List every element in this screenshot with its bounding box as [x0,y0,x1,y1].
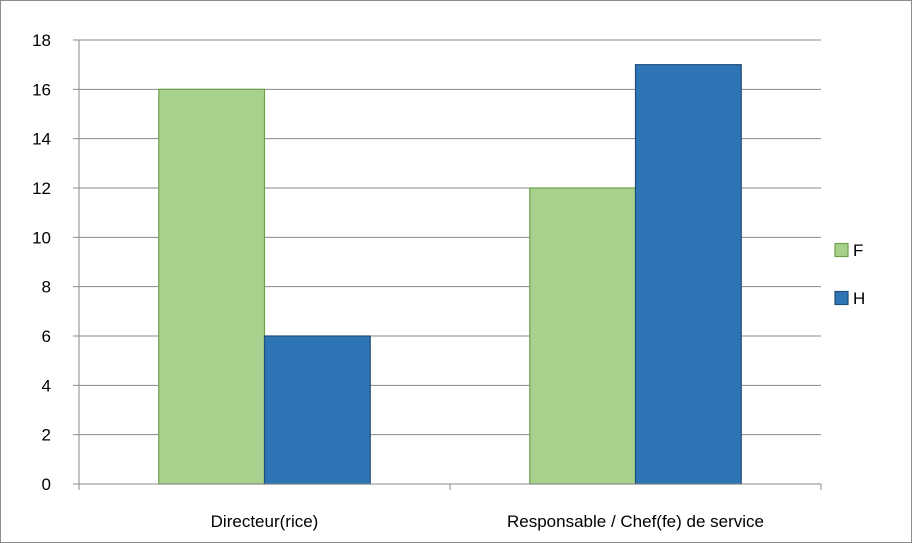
legend-item-h: H [834,289,865,308]
bar-f-1 [529,187,637,485]
y-tick-label: 10 [32,228,51,247]
axes [78,40,822,490]
bar-h-1 [634,64,742,485]
legend-label: F [853,241,863,260]
legend-item-f: F [834,241,863,260]
legend-swatch [834,242,849,258]
y-tick-label: 6 [42,327,51,346]
legend: FH [834,241,865,308]
bars [158,64,742,485]
y-tick-label: 14 [32,130,51,149]
x-category-label: Responsable / Chef(fe) de service [507,512,764,531]
y-tick-label: 2 [42,426,51,445]
y-tick-label: 12 [32,179,51,198]
y-tick-label: 18 [32,31,51,50]
bar-f-0 [158,88,266,485]
y-tick-label: 4 [42,376,51,395]
bar-h-0 [263,335,371,485]
y-tick-label: 16 [32,80,51,99]
y-tick-label: 0 [42,475,51,494]
x-category-label: Directeur(rice) [211,512,319,531]
y-axis-ticks: 0 2 4 6 8 10 12 14 16 18 [32,31,79,494]
y-tick-label: 8 [42,278,51,297]
x-axis-categories: Directeur(rice) Responsable / Chef(fe) de… [211,512,764,531]
legend-label: H [853,289,865,308]
legend-swatch [834,290,849,306]
